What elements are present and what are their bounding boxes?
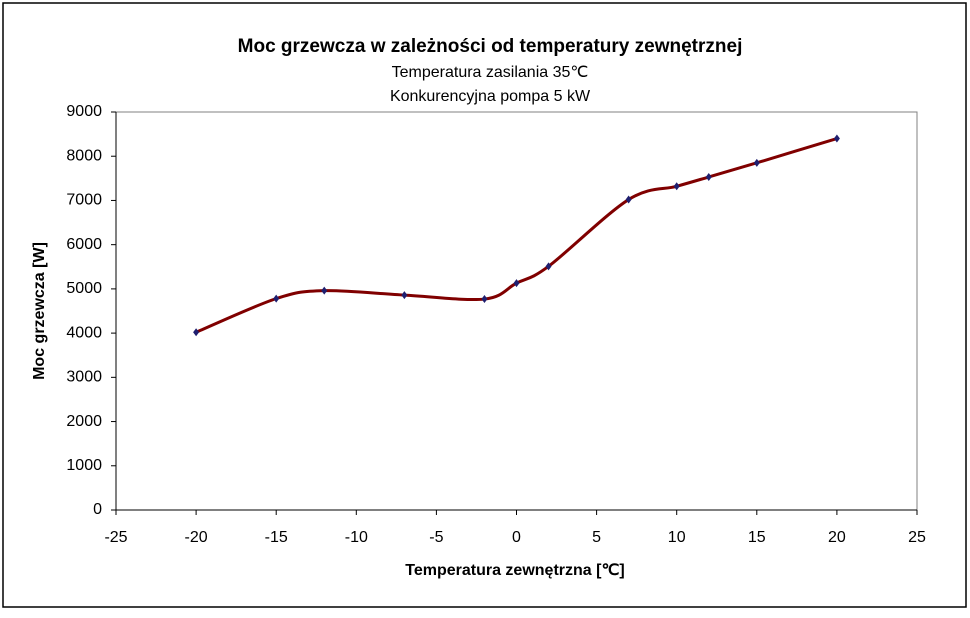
marker: [401, 291, 408, 300]
x-tick-label: -25: [104, 529, 127, 546]
y-tick-label: 0: [93, 501, 102, 518]
marker: [193, 328, 200, 337]
y-tick-label: 5000: [66, 280, 102, 297]
chart-subtitle: Konkurencyjna pompa 5 kW: [390, 88, 591, 105]
y-axis-label: Moc grzewcza [W]: [31, 242, 48, 380]
y-tick-label: 7000: [66, 192, 102, 209]
y-tick-label: 8000: [66, 147, 102, 164]
x-tick-label: -20: [185, 529, 208, 546]
marker: [321, 286, 328, 295]
y-tick-label: 3000: [66, 369, 102, 386]
y-tick-label: 2000: [66, 413, 102, 430]
marker: [705, 173, 712, 182]
y-tick-label: 4000: [66, 324, 102, 341]
marker: [273, 294, 280, 303]
y-tick-label: 1000: [66, 457, 102, 474]
chart-subtitle: Temperatura zasilania 35℃: [392, 64, 589, 81]
marker: [481, 295, 488, 304]
x-tick-label: 20: [828, 529, 846, 546]
x-tick-label: 15: [748, 529, 766, 546]
marker: [625, 195, 632, 204]
marker: [545, 262, 552, 271]
chart-title: Moc grzewcza w zależności od temperatury…: [238, 36, 743, 57]
x-tick-label: -10: [345, 529, 368, 546]
marker: [513, 279, 520, 288]
line: [195, 137, 838, 334]
x-tick-label: 25: [908, 529, 926, 546]
marker: [833, 134, 840, 143]
x-tick-label: 0: [512, 529, 521, 546]
marker: [753, 158, 760, 167]
x-tick-label: -15: [265, 529, 288, 546]
marker: [673, 182, 680, 191]
x-tick-label: 5: [592, 529, 601, 546]
x-tick-label: 10: [668, 529, 686, 546]
y-tick-label: 9000: [66, 103, 102, 120]
x-axis-label: Temperatura zewnętrzna [℃]: [405, 562, 625, 579]
x-tick-label: -5: [429, 529, 443, 546]
y-tick-label: 6000: [66, 236, 102, 253]
chart-frame: [2, 2, 967, 608]
